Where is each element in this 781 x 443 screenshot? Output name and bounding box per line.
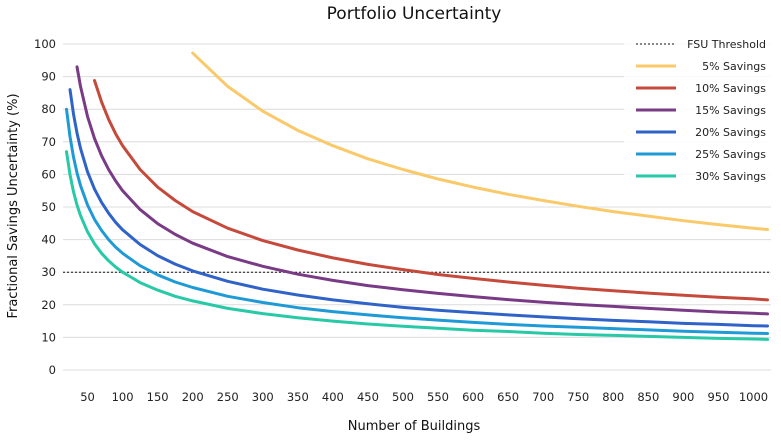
x-tick-label: 1000 [739,390,768,404]
y-axis-label: Fractional Savings Uncertainty (%) [6,93,21,318]
series-line-15-savings [75,65,769,316]
legend-label: 25% Savings [695,148,766,161]
y-tick-label: 50 [41,200,56,214]
legend-label: 20% Savings [695,126,766,139]
y-tick-label: 10 [41,330,56,344]
series-lines [65,51,769,341]
x-tick-label: 150 [147,390,169,404]
legend-label: 10% Savings [695,82,766,95]
series-line-30-savings [65,150,769,341]
x-tick-label: 800 [602,390,624,404]
y-tick-label: 40 [41,233,56,247]
legend: FSU Threshold 5% Savings 10% Savings 15% Sa… [624,35,772,187]
chart-title: Portfolio Uncertainty [327,4,502,24]
series-line-10-savings [93,79,769,302]
legend-label: FSU Threshold [687,38,766,51]
y-tick-label: 60 [41,167,56,181]
y-tick-label: 90 [41,70,56,84]
x-tick-label: 200 [182,390,204,404]
x-tick-label: 600 [462,390,484,404]
x-tick-label: 50 [80,390,95,404]
x-axis-label: Number of Buildings [348,419,481,434]
y-tick-label: 70 [41,135,56,149]
y-tick-label: 100 [34,37,56,51]
x-tick-label: 700 [532,390,554,404]
x-tick-label: 300 [252,390,274,404]
series-line-25-savings [65,107,769,335]
y-tick-label: 20 [41,298,56,312]
y-tick-label: 0 [49,363,56,377]
legend-label: 15% Savings [695,104,766,117]
x-tick-label: 550 [427,390,449,404]
x-tick-label: 250 [217,390,239,404]
x-tick-label: 350 [287,390,309,404]
y-tick-label: 30 [41,265,56,279]
y-tick-labels: 0 10 20 30 40 50 60 70 80 90 100 [34,37,56,377]
x-tick-labels: 50 100 150 200 250 300 350 400 450 500 550 600 650 70… [80,390,768,404]
series-line-20-savings [68,88,769,328]
x-tick-label: 450 [357,390,379,404]
x-tick-label: 750 [567,390,589,404]
y-tick-label: 80 [41,102,56,116]
legend-label: 30% Savings [695,170,766,183]
x-tick-label: 950 [707,390,729,404]
series-line-5-savings [191,51,769,231]
x-tick-label: 900 [672,390,694,404]
legend-label: 5% Savings [702,60,766,73]
x-tick-label: 650 [497,390,519,404]
x-tick-label: 400 [322,390,344,404]
x-tick-label: 100 [112,390,134,404]
x-tick-label: 500 [392,390,414,404]
x-tick-label: 850 [637,390,659,404]
